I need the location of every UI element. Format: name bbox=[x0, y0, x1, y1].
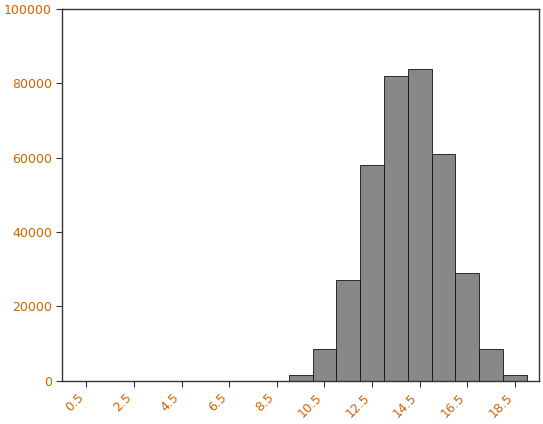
Bar bbox=[313, 349, 336, 380]
Bar bbox=[456, 273, 479, 380]
Bar bbox=[503, 375, 527, 380]
Bar bbox=[408, 69, 432, 380]
Bar bbox=[432, 154, 456, 380]
Bar bbox=[479, 349, 503, 380]
Bar bbox=[384, 76, 408, 380]
Bar bbox=[360, 165, 384, 380]
Bar bbox=[289, 375, 313, 380]
Bar bbox=[336, 280, 360, 380]
